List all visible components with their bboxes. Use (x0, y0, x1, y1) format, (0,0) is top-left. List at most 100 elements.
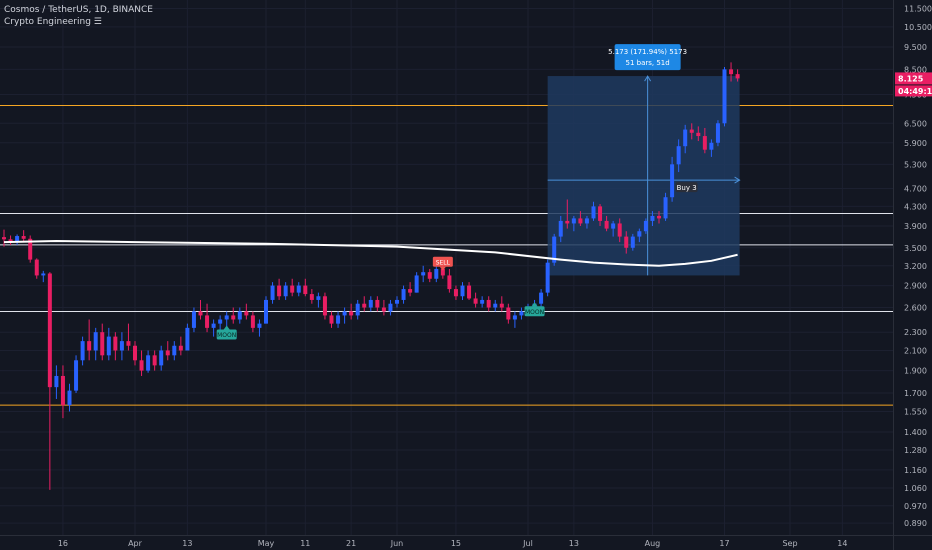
candle-body (460, 285, 465, 297)
measure-change-text: 5.173 (171.94%) 5173 (608, 48, 687, 56)
candle-body (133, 345, 137, 361)
measure-tool[interactable]: Buy 3 5.173 (171.94%) 5173 51 bars, 51d (547, 44, 741, 276)
price-axis-label: 2.900 (904, 282, 927, 291)
candle-body (715, 123, 720, 143)
candle-body (381, 307, 386, 312)
time-axis-label: 13 (182, 539, 192, 548)
entry-label-bg (675, 182, 698, 193)
candle-body (80, 341, 85, 361)
time-axis-label: Jul (522, 539, 533, 548)
entry-label: Buy 3 (677, 184, 697, 192)
price-axis-label: 10.500 (904, 23, 932, 32)
measure-arrow-icon (644, 75, 652, 82)
candle-body (237, 311, 242, 320)
candle-body (336, 315, 341, 324)
price-axis-label: 3.900 (904, 222, 927, 231)
time-axis-label: 17 (719, 539, 729, 548)
price-axis-label: 1.400 (904, 428, 927, 437)
candle-body (735, 74, 740, 79)
price-axis-label: 6.500 (904, 119, 927, 128)
time-axis-label: 21 (346, 539, 356, 548)
horizontal-levels (0, 105, 893, 406)
candle-body (165, 350, 170, 356)
indicator-name[interactable]: Crypto Engineering ☰ (4, 17, 102, 27)
time-axis-label: 14 (837, 539, 847, 548)
symbol-title[interactable]: Cosmos / TetherUS, 1D, BINANCE (4, 5, 153, 15)
candle-body (355, 303, 360, 316)
candle-body (643, 220, 648, 232)
candle-body (21, 236, 26, 239)
candle-body (15, 236, 20, 243)
signal-text: MOON (525, 309, 544, 316)
candle-body (611, 223, 616, 229)
price-axis-label: 5.300 (904, 160, 927, 169)
candle-body (571, 218, 576, 224)
candle-body (74, 360, 79, 391)
time-axis-label: 15 (451, 539, 461, 548)
candle-body (702, 136, 707, 150)
candle-body (309, 294, 314, 300)
candle-body (277, 285, 282, 297)
candle-body (663, 197, 668, 219)
signal-pointer-icon (223, 325, 230, 330)
candle-body (657, 215, 661, 219)
candle-body (106, 336, 111, 356)
price-axis-label: 1.900 (904, 367, 927, 376)
candle-body (342, 311, 347, 316)
price-axis-label: 1.700 (904, 389, 927, 398)
candle-body (493, 303, 498, 308)
candle-body (467, 285, 472, 299)
candle-body (296, 285, 301, 293)
candle-body (473, 298, 478, 304)
time-axis-label: Apr (128, 539, 143, 548)
candle-body (709, 142, 714, 150)
candle-body (2, 237, 6, 240)
candle-body (506, 307, 511, 320)
price-axis-label: 4.300 (904, 202, 927, 211)
time-axis-label: Jun (390, 539, 404, 548)
candle-body (388, 303, 393, 312)
candle-body (676, 146, 681, 165)
price-axis-label: 2.300 (904, 328, 927, 337)
moving-average (3, 239, 738, 267)
candle-body (290, 285, 295, 293)
price-axis-label: 1.550 (904, 408, 927, 417)
time-axis[interactable]: 16 Apr 13 May 11 21 Jun 15 Jul 13 Aug 17 Sep 14 (0, 535, 932, 549)
signal-text: SELL (436, 259, 451, 266)
candle-body (231, 315, 236, 320)
candle-body (598, 206, 603, 221)
candle-body (689, 129, 694, 133)
price-axis-label: 2.100 (904, 346, 927, 355)
price-axis-label: 11.500 (904, 5, 932, 14)
candle-body (519, 311, 524, 316)
candle-body (87, 341, 92, 351)
candle-body (362, 303, 367, 308)
measure-info-box (614, 44, 681, 71)
candle-body (604, 220, 609, 229)
candle-body (440, 268, 445, 276)
candle-body (257, 323, 262, 328)
candle-body (126, 341, 131, 346)
candles (2, 62, 740, 490)
candle-body (250, 315, 255, 328)
candle-body (270, 285, 275, 300)
candle-body (480, 299, 485, 304)
time-axis-label: 11 (300, 539, 310, 548)
price-axis-label: 1.060 (904, 484, 927, 493)
candle-body (218, 319, 223, 324)
countdown-tag (895, 85, 932, 97)
candle-body (159, 350, 164, 366)
price-axis-label: 0.890 (904, 519, 927, 528)
price-axis-label: 0.970 (904, 502, 927, 511)
candle-body (185, 327, 190, 351)
time-axis-label: 16 (58, 539, 68, 548)
price-axis-label: 9.500 (904, 43, 927, 52)
price-axis-label: 3.500 (904, 244, 927, 253)
price-axis-label: 1.280 (904, 446, 927, 455)
candle-body (591, 206, 596, 219)
candle-body (499, 303, 504, 308)
candle-body (349, 311, 354, 316)
signals: MOON SELL MOON (216, 256, 545, 340)
candle-body (211, 323, 216, 328)
